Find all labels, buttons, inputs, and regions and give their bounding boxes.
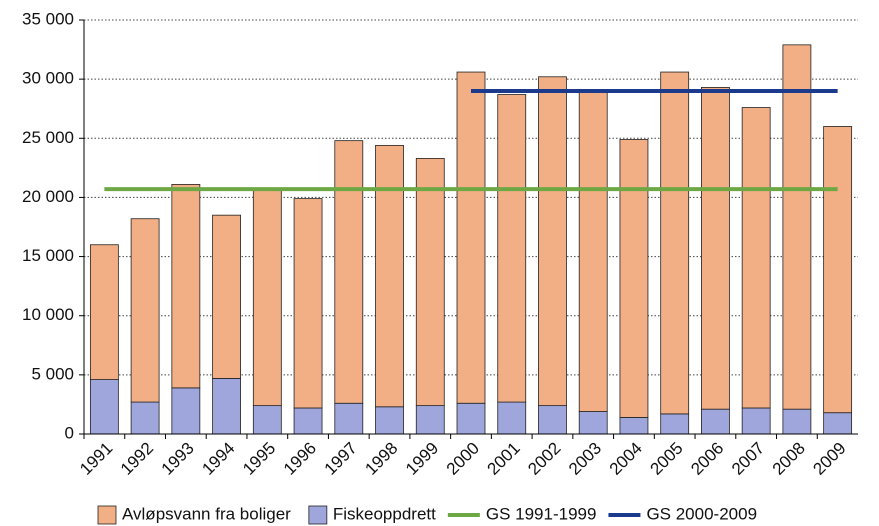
- bar: [660, 413, 690, 435]
- x-tick-label: 1993: [158, 439, 198, 479]
- y-tick-label: 35 000: [22, 9, 74, 28]
- bar: [171, 184, 201, 389]
- bar: [456, 71, 486, 404]
- x-tick-label: 2005: [647, 439, 687, 479]
- y-tick-label: 30 000: [22, 69, 74, 88]
- x-tick-label: 2002: [524, 439, 564, 479]
- bar: [701, 408, 730, 435]
- bar: [89, 379, 119, 435]
- x-tick-label: 1999: [402, 439, 442, 479]
- legend-swatch: [97, 505, 117, 525]
- bar: [741, 107, 771, 409]
- x-tick-label: 1997: [321, 439, 361, 479]
- bar: [415, 157, 445, 407]
- y-tick-label: 10 000: [22, 305, 74, 324]
- bar: [497, 94, 527, 403]
- legend-label: GS 2000-2009: [646, 504, 757, 523]
- bar: [701, 87, 730, 410]
- x-tick-label: 1991: [76, 439, 116, 479]
- bar: [375, 406, 404, 435]
- bar: [415, 405, 445, 435]
- y-tick-label: 0: [65, 423, 74, 442]
- x-tick-label: 2004: [606, 439, 646, 479]
- bar: [293, 407, 323, 435]
- bar: [456, 402, 486, 435]
- x-tick-label: 2007: [728, 439, 768, 479]
- x-tick-label: 1996: [280, 439, 320, 479]
- bar: [293, 198, 323, 409]
- bar: [252, 405, 282, 435]
- bar: [823, 412, 853, 435]
- x-tick-label: 2006: [687, 439, 727, 479]
- legend-label: Fiskeoppdrett: [333, 504, 436, 523]
- x-tick-label: 2003: [565, 439, 605, 479]
- x-tick-label: 1994: [198, 439, 238, 479]
- bar: [252, 187, 282, 407]
- x-tick-label: 2008: [769, 439, 809, 479]
- bar: [578, 411, 608, 435]
- bar: [619, 417, 649, 435]
- bar: [782, 408, 812, 435]
- bar: [741, 407, 771, 435]
- legend-label: Avløpsvann fra boliger: [122, 504, 291, 523]
- bar: [130, 218, 160, 403]
- y-tick-label: 20 000: [22, 187, 74, 206]
- bar: [497, 401, 527, 435]
- x-tick-label: 1998: [361, 439, 401, 479]
- y-tick-label: 5 000: [31, 364, 74, 383]
- bar: [823, 126, 853, 414]
- x-tick-label: 1992: [117, 439, 157, 479]
- bar: [660, 71, 690, 415]
- bar: [130, 401, 160, 435]
- bar: [782, 44, 812, 410]
- bar: [89, 244, 119, 380]
- bar: [212, 214, 241, 379]
- legend-swatch: [308, 505, 328, 525]
- x-tick-label: 2001: [484, 439, 524, 479]
- bar: [375, 144, 404, 408]
- bar: [334, 140, 364, 404]
- bar: [538, 76, 567, 407]
- bar: [578, 90, 608, 412]
- x-tick-label: 2000: [443, 439, 483, 479]
- x-tick-label: 2009: [809, 439, 849, 479]
- bar: [171, 387, 201, 435]
- y-tick-label: 25 000: [22, 128, 74, 147]
- x-tick-label: 1995: [239, 439, 279, 479]
- bar: [334, 402, 364, 435]
- bar: [538, 405, 567, 435]
- y-tick-label: 15 000: [22, 246, 74, 265]
- bar: [212, 378, 241, 435]
- legend-label: GS 1991-1999: [486, 504, 597, 523]
- bar: [619, 139, 649, 418]
